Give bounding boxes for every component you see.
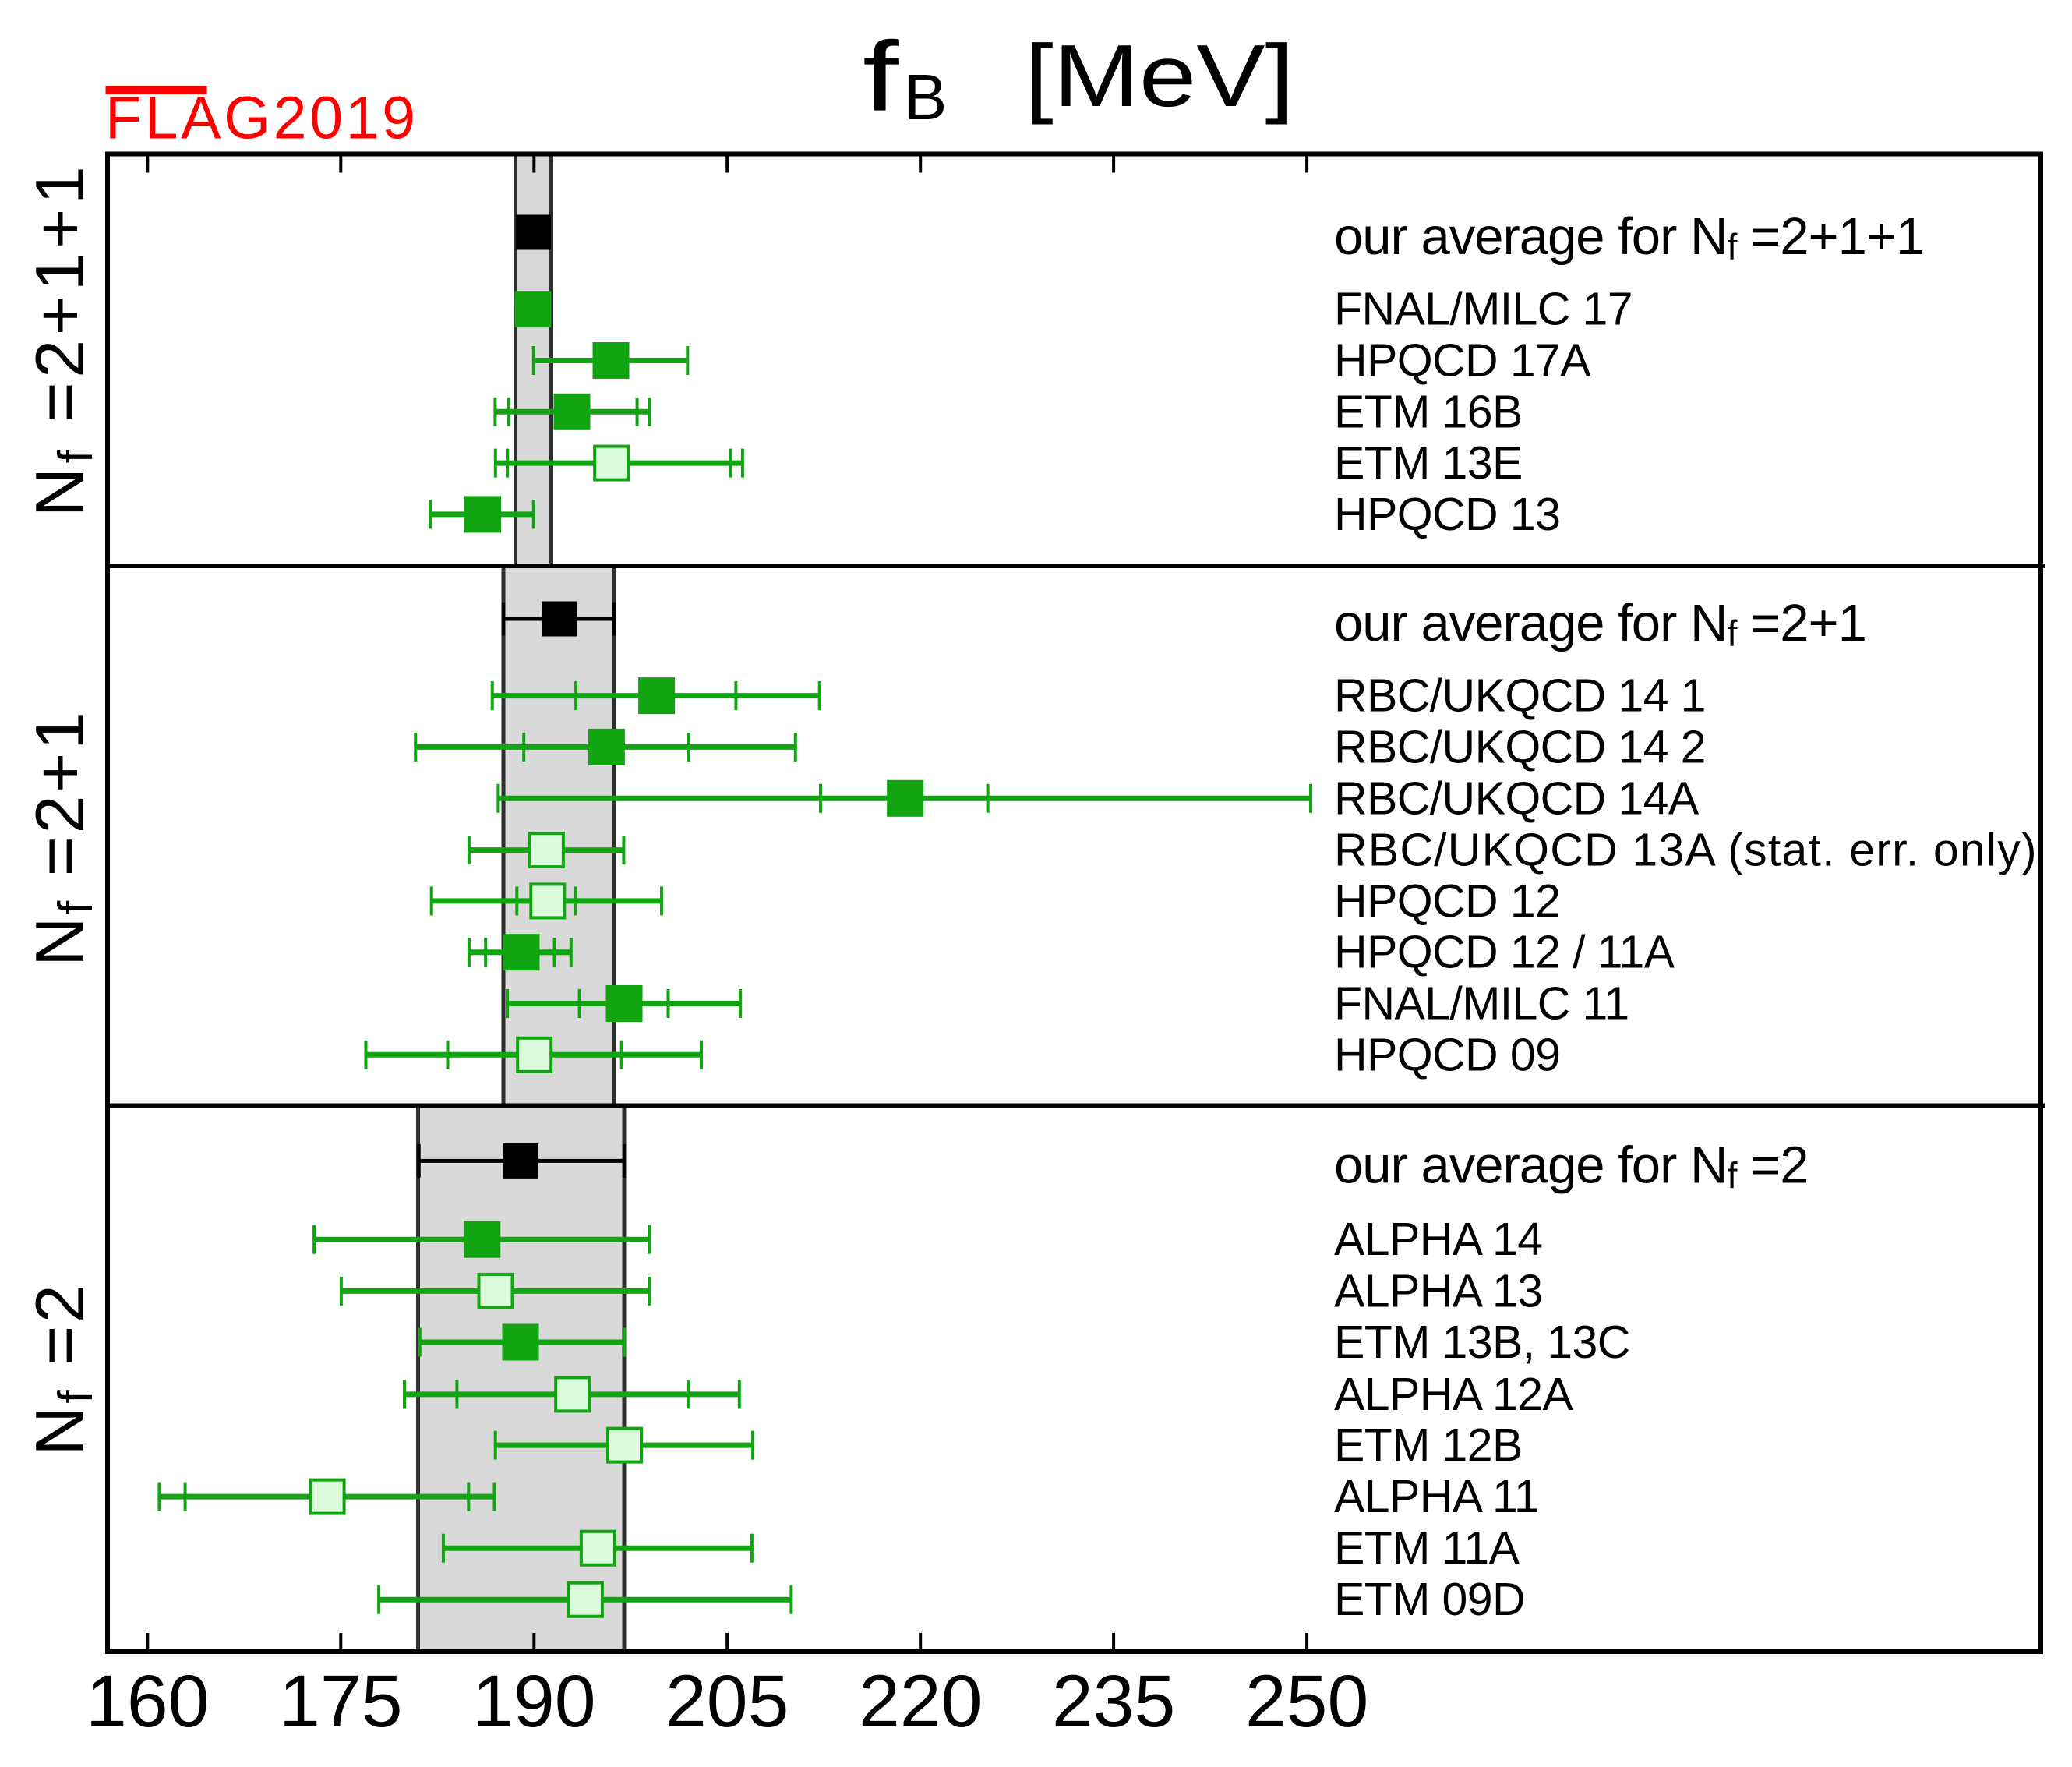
svg-text:ALPHA 13: ALPHA 13 — [1334, 1265, 1542, 1316]
svg-text:HPQCD 12 / 11A: HPQCD 12 / 11A — [1334, 927, 1675, 978]
svg-text:RBC/UKQCD 14A: RBC/UKQCD 14A — [1334, 772, 1700, 824]
svg-text:f: f — [863, 20, 899, 132]
svg-text:ETM 13E: ETM 13E — [1334, 437, 1523, 489]
svg-text:ALPHA 11: ALPHA 11 — [1334, 1471, 1539, 1522]
svg-text:our average for Nf =2: our average for Nf =2 — [1334, 1136, 1808, 1196]
svg-text:ALPHA 14: ALPHA 14 — [1334, 1214, 1542, 1265]
svg-text:Nf =2+1: Nf =2+1 — [21, 709, 103, 967]
svg-text:HPQCD 09: HPQCD 09 — [1334, 1029, 1560, 1080]
svg-text:our average for Nf =2+1+1: our average for Nf =2+1+1 — [1334, 207, 1924, 267]
svg-text:175: 175 — [279, 1660, 403, 1743]
svg-text:FLAG2019: FLAG2019 — [105, 85, 415, 152]
svg-text:RBC/UKQCD 13A (stat. err. only: RBC/UKQCD 13A (stat. err. only) — [1334, 825, 2038, 876]
svg-text:ALPHA 12A: ALPHA 12A — [1334, 1369, 1573, 1420]
svg-text:B: B — [904, 61, 947, 133]
svg-text:220: 220 — [859, 1660, 983, 1743]
svg-text:205: 205 — [665, 1660, 789, 1743]
svg-text:HPQCD 12: HPQCD 12 — [1334, 875, 1560, 927]
svg-text:HPQCD 13: HPQCD 13 — [1334, 489, 1560, 540]
svg-text:160: 160 — [86, 1660, 210, 1743]
svg-text:235: 235 — [1052, 1660, 1176, 1743]
svg-text:ETM 16B: ETM 16B — [1334, 386, 1523, 437]
svg-text:ETM 09D: ETM 09D — [1334, 1574, 1525, 1625]
svg-text:ETM 13B, 13C: ETM 13B, 13C — [1334, 1316, 1630, 1368]
svg-text:RBC/UKQCD 14 1: RBC/UKQCD 14 1 — [1334, 670, 1706, 722]
svg-text:[MeV]: [MeV] — [1025, 27, 1294, 125]
svg-text:HPQCD 17A: HPQCD 17A — [1334, 335, 1591, 387]
svg-text:Nf =2+1+1: Nf =2+1+1 — [21, 162, 103, 518]
svg-text:ETM 12B: ETM 12B — [1334, 1419, 1523, 1471]
svg-text:Nf =2: Nf =2 — [21, 1282, 103, 1456]
svg-text:250: 250 — [1245, 1660, 1369, 1743]
svg-text:190: 190 — [472, 1660, 596, 1743]
svg-text:our average for Nf =2+1: our average for Nf =2+1 — [1334, 594, 1866, 654]
svg-text:FNAL/MILC 17: FNAL/MILC 17 — [1334, 284, 1633, 335]
svg-text:ETM 11A: ETM 11A — [1334, 1522, 1520, 1574]
svg-text:FNAL/MILC 11: FNAL/MILC 11 — [1334, 978, 1629, 1030]
svg-text:RBC/UKQCD 14 2: RBC/UKQCD 14 2 — [1334, 721, 1706, 772]
